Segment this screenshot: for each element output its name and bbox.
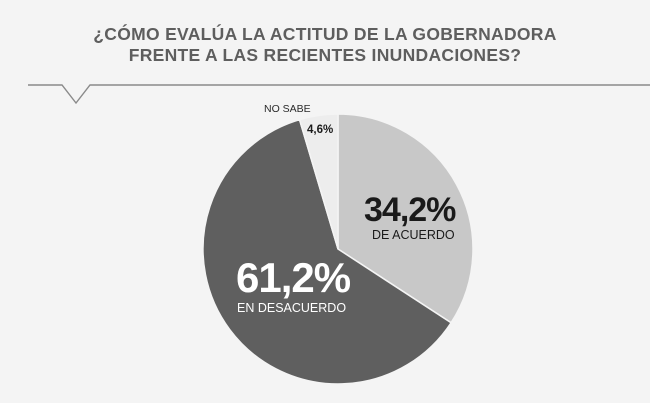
chart-title-line-2: FRENTE A LAS RECIENTES INUNDACIONES? xyxy=(128,45,522,65)
pie-slice-en-desacuerdo xyxy=(202,118,453,385)
title-divider-line xyxy=(28,84,650,105)
slice-value-en-desacuerdo: 61,2% xyxy=(236,254,351,301)
title-divider xyxy=(28,84,650,105)
chart-title-line-1: ¿CÓMO EVALÚA LA ACTITUD DE LA GOBERNADOR… xyxy=(93,24,557,44)
pie-slice-no-sabe xyxy=(298,113,339,250)
slice-value-no-sabe: 4,6% xyxy=(307,124,334,136)
slice-value-de-acuerdo: 34,2% xyxy=(364,191,456,229)
slice-label-de-acuerdo: DE ACUERDO xyxy=(372,228,455,242)
slice-label-no-sabe: NO SABE xyxy=(264,103,311,115)
slice-label-en-desacuerdo: EN DESACUERDO xyxy=(237,301,347,315)
chart-title: ¿CÓMO EVALÚA LA ACTITUD DE LA GOBERNADOR… xyxy=(0,24,650,66)
